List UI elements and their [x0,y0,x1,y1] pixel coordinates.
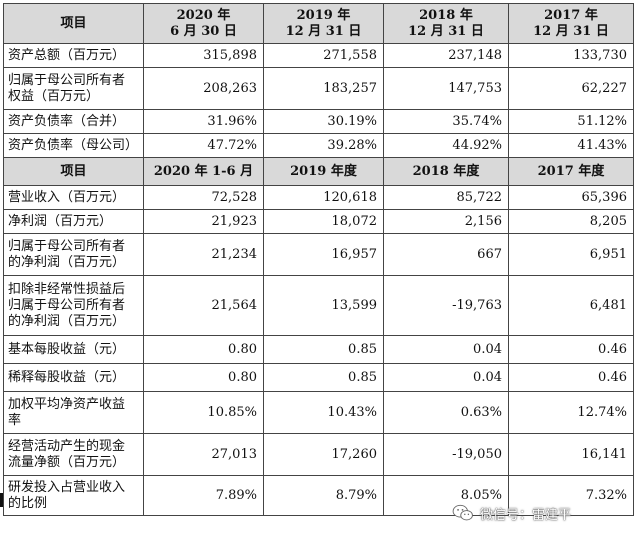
row-label: 归属于母公司所有者的净利润（百万元） [3,233,144,276]
row-label: 研发投入占营业收入的比例 [3,475,144,516]
cell-value: 0.85 [263,363,384,392]
header-cell: 2020 年 6 月 30 日 [143,3,264,44]
cell-value: 183,257 [263,67,384,110]
cell-value: 147,753 [383,67,509,110]
cell-value: 13,599 [263,275,384,336]
header-cell: 2017 年度 [508,157,634,186]
financial-table: 项目 2020 年 6 月 30 日 2019 年 12 月 31 日 2018… [3,3,634,516]
header-cell: 2017 年 12 月 31 日 [508,3,634,44]
cell-value: 0.80 [143,363,264,392]
cell-value: 7.32% [508,475,634,516]
header-row-balance: 项目 2020 年 6 月 30 日 2019 年 12 月 31 日 2018… [3,3,634,44]
cell-value: 8,205 [508,209,634,234]
row-label: 归属于母公司所有者权益（百万元） [3,67,144,110]
cell-value: 44.92% [383,133,509,158]
cell-value: 120,618 [263,185,384,210]
row-label: 基本每股收益（元） [3,335,144,364]
row-label: 营业收入（百万元） [3,185,144,210]
cell-value: 10.43% [263,391,384,434]
cell-value: 0.63% [383,391,509,434]
cell-value: 65,396 [508,185,634,210]
table-row: 扣除非经常性损益后归属于母公司所有者的净利润（百万元） 21,564 13,59… [3,275,634,336]
table-row: 稀释每股收益（元） 0.80 0.85 0.04 0.46 [3,363,634,392]
cell-value: 0.85 [263,335,384,364]
cell-value: 6,951 [508,233,634,276]
cell-value: 21,564 [143,275,264,336]
cell-value: 85,722 [383,185,509,210]
table-row: 净利润（百万元） 21,923 18,072 2,156 8,205 [3,209,634,234]
cell-value: -19,050 [383,433,509,476]
cell-value: 12.74% [508,391,634,434]
table-row: 资产负债率（母公司） 47.72% 39.28% 44.92% 41.43% [3,133,634,158]
cell-value: 0.46 [508,335,634,364]
table-row: 资产负债率（合并） 31.96% 30.19% 35.74% 51.12% [3,109,634,134]
cell-value: 21,234 [143,233,264,276]
cell-value: 237,148 [383,43,509,68]
header-row-income: 项目 2020 年 1-6 月 2019 年度 2018 年度 2017 年度 [3,157,634,186]
row-label: 资产负债率（母公司） [3,133,144,158]
cell-value: 16,957 [263,233,384,276]
table-row: 加权平均净资产收益率 10.85% 10.43% 0.63% 12.74% [3,391,634,434]
cell-value: 47.72% [143,133,264,158]
cell-value: 315,898 [143,43,264,68]
table-row: 营业收入（百万元） 72,528 120,618 85,722 65,396 [3,185,634,210]
cell-value: 62,227 [508,67,634,110]
cell-value: 208,263 [143,67,264,110]
cell-value: 51.12% [508,109,634,134]
cell-value: 17,260 [263,433,384,476]
cell-value: 7.89% [143,475,264,516]
row-label: 稀释每股收益（元） [3,363,144,392]
cell-value: 27,013 [143,433,264,476]
header-cell: 2018 年 12 月 31 日 [383,3,509,44]
header-cell: 项目 [3,3,144,44]
cell-value: 39.28% [263,133,384,158]
table-row: 经营活动产生的现金流量净额（百万元） 27,013 17,260 -19,050… [3,433,634,476]
table-row: 研发投入占营业收入的比例 7.89% 8.79% 8.05% 7.32% [3,475,634,516]
cell-value: 31.96% [143,109,264,134]
cell-value: 271,558 [263,43,384,68]
wechat-icon [452,504,473,521]
cell-value: 8.05% [383,475,509,516]
cell-value: -19,763 [383,275,509,336]
cell-value: 6,481 [508,275,634,336]
row-label: 扣除非经常性损益后归属于母公司所有者的净利润（百万元） [3,275,144,336]
watermark-text: 微信号：雷建平 [480,507,572,523]
row-label: 资产负债率（合并） [3,109,144,134]
row-label: 经营活动产生的现金流量净额（百万元） [3,433,144,476]
header-cell: 2019 年 12 月 31 日 [263,3,384,44]
table-row: 归属于母公司所有者的净利润（百万元） 21,234 16,957 667 6,9… [3,233,634,276]
row-label: 净利润（百万元） [3,209,144,234]
cell-value: 0.80 [143,335,264,364]
header-cell: 2019 年度 [263,157,384,186]
cell-value: 0.04 [383,363,509,392]
cell-value: 0.46 [508,363,634,392]
cell-value: 30.19% [263,109,384,134]
watermark: 微信号：雷建平 [452,501,571,525]
row-label: 资产总额（百万元） [3,43,144,68]
cell-value: 10.85% [143,391,264,434]
cell-value: 0.04 [383,335,509,364]
cell-value: 21,923 [143,209,264,234]
cell-value: 16,141 [508,433,634,476]
cell-value: 133,730 [508,43,634,68]
cell-value: 8.79% [263,475,384,516]
header-cell: 2018 年度 [383,157,509,186]
table-row: 归属于母公司所有者权益（百万元） 208,263 183,257 147,753… [3,67,634,110]
header-cell: 项目 [3,157,144,186]
cell-value: 2,156 [383,209,509,234]
text-caret [0,493,3,507]
table-row: 基本每股收益（元） 0.80 0.85 0.04 0.46 [3,335,634,364]
cell-value: 18,072 [263,209,384,234]
cell-value: 72,528 [143,185,264,210]
cell-value: 667 [383,233,509,276]
cell-value: 35.74% [383,109,509,134]
table-row: 资产总额（百万元） 315,898 271,558 237,148 133,73… [3,43,634,68]
row-label: 加权平均净资产收益率 [3,391,144,434]
cell-value: 41.43% [508,133,634,158]
header-cell: 2020 年 1-6 月 [143,157,264,186]
